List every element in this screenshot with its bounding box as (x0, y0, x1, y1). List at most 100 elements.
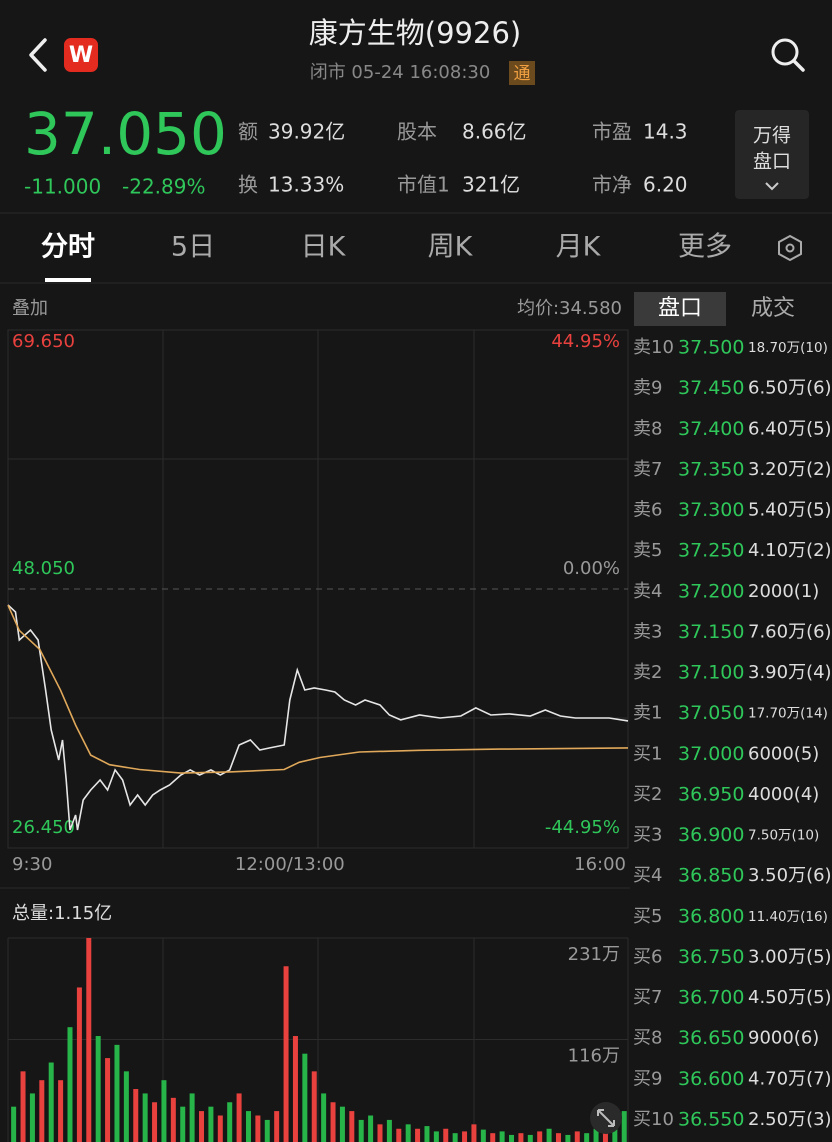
volume-bar (227, 1102, 233, 1142)
volume-bar (152, 1102, 158, 1142)
book-tab[interactable]: 成交 (751, 296, 795, 321)
book-price: 36.600 (678, 1068, 744, 1090)
volume-bar (11, 1106, 17, 1142)
logo-text: W (69, 43, 93, 68)
stat-label: 市值1 (397, 173, 450, 197)
badge-text: 通 (514, 64, 531, 84)
volume-bar (349, 1111, 355, 1142)
volume-bar (208, 1106, 214, 1142)
book-tab[interactable]: 盘口 (658, 296, 702, 321)
book-price: 37.400 (678, 418, 744, 440)
volume-bar (330, 1102, 336, 1142)
volume-bar (274, 1111, 280, 1142)
tab[interactable]: 分时 (41, 232, 95, 263)
settings-button[interactable] (778, 234, 802, 262)
search-button[interactable] (771, 38, 799, 66)
book-price: 37.350 (678, 458, 744, 480)
book-price: 37.250 (678, 540, 744, 562)
volume-bar (67, 1027, 73, 1142)
stat-value: 39.92亿 (268, 120, 345, 144)
badge (509, 61, 535, 85)
book-price: 37.450 (678, 377, 744, 399)
book-price: 36.750 (678, 946, 744, 968)
y2-tick-label: 44.95% (551, 331, 620, 352)
volume-bar (180, 1106, 186, 1142)
volume-bar (537, 1131, 543, 1142)
volume-bar (368, 1115, 374, 1142)
stat-label: 市盈 (592, 120, 632, 144)
book-price: 37.500 (678, 337, 744, 359)
stock-title: 康方生物(9926) (309, 16, 521, 50)
volume-bar (86, 938, 92, 1142)
volume-bar (377, 1124, 383, 1142)
book-label: 买10 (633, 1109, 674, 1130)
wind-button-text: 万得 (753, 125, 791, 147)
tab[interactable]: 日K (301, 232, 347, 263)
volume-bar (321, 1093, 327, 1142)
wind-button[interactable] (735, 110, 809, 199)
price-line (7, 604, 629, 774)
book-label: 卖3 (633, 621, 662, 642)
book-price: 36.800 (678, 905, 744, 927)
book-tab-bg (634, 292, 726, 326)
volume-bar (217, 1115, 223, 1142)
book-volume: 3.50万(6) (748, 865, 832, 886)
book-volume: 7.50万(10) (748, 828, 819, 844)
volume-title: 总量:1.15亿 (12, 903, 112, 924)
volume-bar (462, 1131, 468, 1142)
volume-bar (189, 1093, 195, 1142)
tab[interactable]: 更多 (678, 232, 732, 263)
volume-bar (311, 1071, 317, 1142)
tab[interactable]: 5日 (171, 232, 215, 263)
volume-bar (142, 1093, 148, 1142)
overlay-label: 叠加 (12, 298, 48, 319)
back-button[interactable] (29, 38, 47, 72)
y2-tick-label: 0.00% (563, 558, 620, 579)
y2-tick-label: -44.95% (545, 817, 620, 838)
volume-bar (405, 1124, 411, 1142)
book-volume: 7.60万(6) (748, 621, 832, 642)
tab[interactable]: 月K (556, 232, 602, 263)
volume-bar (199, 1111, 205, 1142)
avg-price-label: 均价:34.580 (517, 298, 622, 319)
x-tick-label: 12:00/13:00 (235, 854, 345, 875)
book-label: 卖2 (633, 662, 662, 683)
book-label: 卖4 (633, 581, 662, 602)
book-volume: 2000(1) (748, 581, 819, 602)
tabs: 分时 5日 日K 周K 月K 更多 (41, 232, 732, 282)
stat-value: 14.3 (643, 120, 688, 144)
x-tick-label: 9:30 (12, 854, 52, 875)
stat-value: 6.20 (643, 173, 688, 197)
book-label: 卖1 (633, 703, 662, 724)
settings-dot (785, 243, 795, 253)
book-price: 36.550 (678, 1108, 744, 1130)
search-handle (792, 59, 805, 72)
book-label: 买2 (633, 784, 662, 805)
logo[interactable] (64, 38, 98, 72)
volume-bar (555, 1133, 561, 1142)
stat-label: 额 (238, 120, 258, 144)
book-label: 买4 (633, 865, 662, 886)
book-volume: 4000(4) (748, 784, 819, 805)
volume-bar (95, 1036, 101, 1142)
volume-bar (29, 1093, 35, 1142)
book-label: 买7 (633, 987, 662, 1008)
y-tick-label: 116万 (568, 1046, 620, 1067)
volume-bar (123, 1071, 129, 1142)
volume-bar (396, 1128, 402, 1142)
volume-bar (283, 966, 289, 1142)
volume-bar (302, 1053, 308, 1142)
y-tick-label: 48.050 (12, 558, 75, 579)
book-label: 买5 (633, 906, 662, 927)
book-volume: 4.10万(2) (748, 540, 832, 561)
volume-bar (565, 1134, 571, 1142)
book-price: 36.700 (678, 987, 744, 1009)
price-line (7, 604, 629, 831)
book-volume: 6.40万(5) (748, 418, 832, 439)
volume-bar (433, 1131, 439, 1142)
tab[interactable]: 周K (428, 232, 474, 263)
volume-bar (527, 1134, 533, 1142)
